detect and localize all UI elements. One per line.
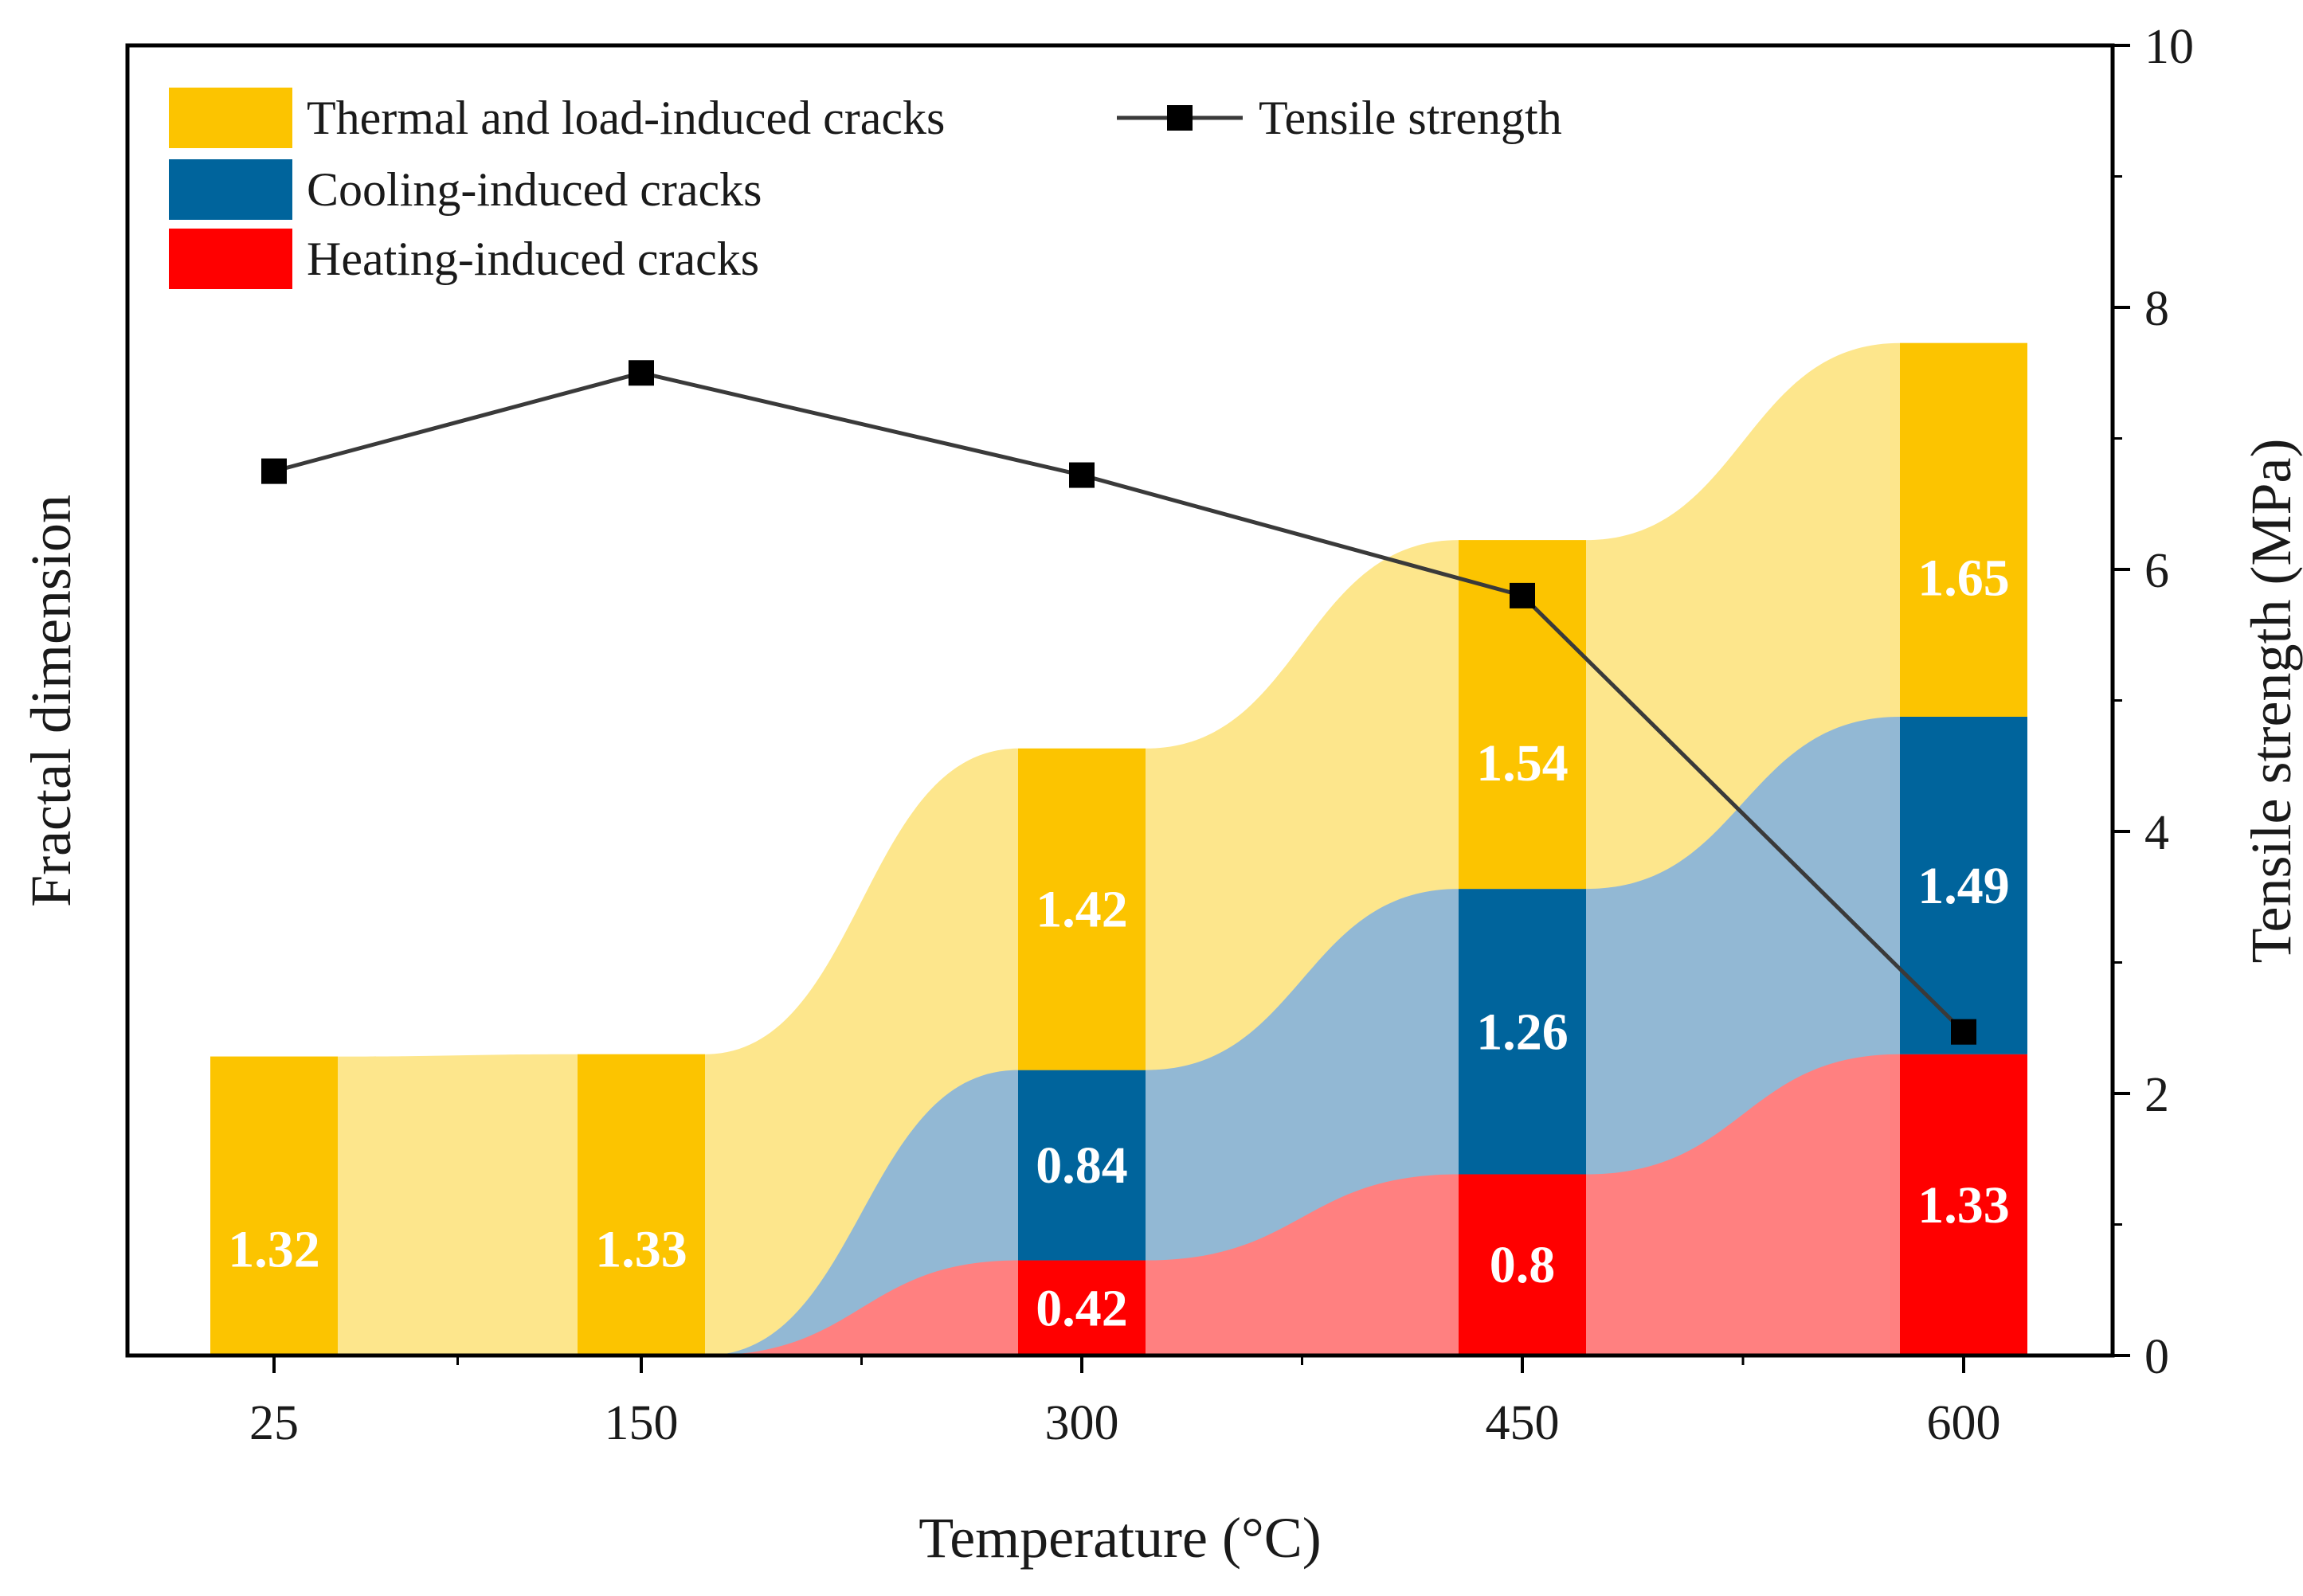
bar-label-cooling-300: 0.84 xyxy=(1036,1136,1128,1195)
y2-tick-label-6: 6 xyxy=(2144,544,2169,598)
legend-label-heating: Heating-induced cracks xyxy=(307,233,759,285)
x-tick-label-450: 450 xyxy=(1486,1396,1560,1450)
bar-label-cooling-600: 1.49 xyxy=(1917,857,2010,915)
y2-tick-label-0: 0 xyxy=(2144,1330,2169,1384)
tensile-marker-150 xyxy=(629,360,654,386)
bar-label-heating-450: 0.8 xyxy=(1490,1236,1556,1294)
legend: Thermal and load-induced cracks Cooling-i… xyxy=(169,88,1562,289)
y2-tick-label-8: 8 xyxy=(2144,282,2169,336)
legend-swatch-cooling xyxy=(169,159,292,220)
bar-label-thermal-25: 1.32 xyxy=(228,1220,320,1278)
x-tick-label-150: 150 xyxy=(605,1396,679,1450)
tensile-marker-600 xyxy=(1951,1019,1976,1045)
y2-tick-label-10: 10 xyxy=(2144,20,2194,74)
bar-thermal-300 xyxy=(1018,748,1146,1070)
bars xyxy=(210,342,2027,1355)
tensile-marker-25 xyxy=(261,458,287,484)
legend-label-cooling: Cooling-induced cracks xyxy=(307,163,762,216)
bar-cooling-600 xyxy=(1900,716,2027,1054)
x-axis-title: Temperature (°C) xyxy=(918,1506,1322,1570)
tensile-marker-450 xyxy=(1510,582,1535,608)
bar-label-thermal-450: 1.54 xyxy=(1476,734,1569,792)
bar-thermal-600 xyxy=(1900,342,2027,717)
legend-swatch-heating xyxy=(169,229,292,289)
bar-thermal-25 xyxy=(210,1056,338,1355)
x-tick-label-300: 300 xyxy=(1045,1396,1119,1450)
legend-swatch-tensile-marker xyxy=(1167,105,1193,131)
bar-thermal-150 xyxy=(578,1054,705,1355)
y2-tick-label-4: 4 xyxy=(2144,806,2169,860)
bar-label-heating-300: 0.42 xyxy=(1036,1279,1128,1337)
bar-label-thermal-150: 1.33 xyxy=(595,1220,687,1278)
bar-label-heating-600: 1.33 xyxy=(1917,1176,2010,1234)
tensile-line xyxy=(261,360,1976,1045)
bar-heating-450 xyxy=(1459,1174,1586,1355)
x-tick-label-600: 600 xyxy=(1927,1396,2001,1450)
bar-cooling-300 xyxy=(1018,1070,1146,1261)
legend-label-tensile: Tensile strength xyxy=(1259,92,1562,144)
y2-axis: 0 2 4 6 8 10 xyxy=(2113,20,2194,1384)
y-axis-title: Fractal dimension xyxy=(19,495,83,907)
bar-label-thermal-300: 1.42 xyxy=(1036,881,1128,939)
y2-axis-title: Tensile strength (MPa) xyxy=(2239,439,2303,964)
x-axis: 25 150 300 450 600 xyxy=(249,1355,2001,1450)
bar-label-thermal-600: 1.65 xyxy=(1917,550,2010,608)
tensile-marker-300 xyxy=(1069,462,1095,488)
legend-label-thermal: Thermal and load-induced cracks xyxy=(307,92,945,144)
bar-heating-600 xyxy=(1900,1054,2027,1355)
x-tick-label-25: 25 xyxy=(249,1396,299,1450)
bar-labels: 1.32 1.33 0.42 0.84 1.42 0.8 1.26 1.54 1.33 1.49 1… xyxy=(228,550,2010,1338)
bar-heating-300 xyxy=(1018,1260,1146,1355)
y2-tick-label-2: 2 xyxy=(2144,1068,2169,1122)
legend-swatch-thermal xyxy=(169,88,292,148)
bar-label-cooling-450: 1.26 xyxy=(1476,1003,1569,1061)
bar-cooling-450 xyxy=(1459,889,1586,1175)
